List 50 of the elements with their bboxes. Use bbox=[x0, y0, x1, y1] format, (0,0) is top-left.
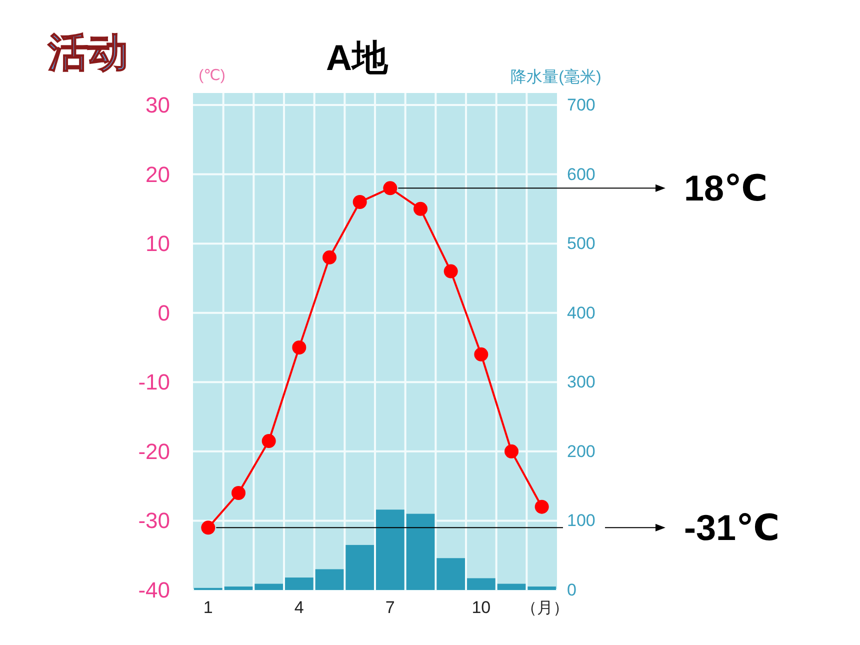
y2-tick-label: 100 bbox=[567, 511, 596, 530]
point bbox=[232, 486, 246, 500]
bar bbox=[315, 569, 344, 590]
annotation: -31℃ bbox=[684, 507, 780, 548]
y-tick-label: -30 bbox=[138, 508, 170, 534]
y-tick-label: -10 bbox=[138, 370, 170, 395]
y-tick-label: -20 bbox=[138, 438, 170, 464]
text: 活动 bbox=[47, 31, 128, 75]
point bbox=[322, 250, 336, 264]
y2-tick-label: 200 bbox=[567, 442, 596, 461]
y2-tick-label: 700 bbox=[567, 96, 596, 114]
bar bbox=[528, 586, 556, 590]
bar bbox=[285, 578, 314, 590]
point bbox=[414, 202, 428, 216]
bar bbox=[497, 584, 526, 590]
annotation: 18℃ bbox=[684, 168, 768, 209]
y-tick-label: 10 bbox=[146, 231, 170, 256]
point bbox=[262, 434, 276, 448]
y-tick-label: -40 bbox=[138, 578, 170, 602]
y2-tick-label: 600 bbox=[567, 164, 596, 184]
y-axis-title: (℃) bbox=[198, 67, 226, 84]
x-tick-label: 7 bbox=[385, 598, 395, 617]
point bbox=[474, 347, 488, 362]
point bbox=[201, 520, 216, 535]
y-tick-label: 30 bbox=[146, 92, 170, 118]
y2-axis-title: 降水量(毫米) bbox=[510, 68, 602, 86]
bar bbox=[224, 586, 253, 590]
bar bbox=[436, 558, 465, 590]
point bbox=[352, 195, 367, 209]
bar bbox=[254, 584, 283, 590]
y-tick-label: 20 bbox=[146, 162, 170, 187]
y2-tick-label: 400 bbox=[567, 303, 596, 322]
bar bbox=[406, 514, 435, 590]
point bbox=[383, 181, 398, 196]
x-tick-label: 10 bbox=[472, 598, 491, 617]
y2-tick-label: 300 bbox=[567, 372, 596, 392]
chart-title: A地 bbox=[326, 37, 389, 78]
y2-tick-label: 0 bbox=[567, 580, 576, 600]
x-tick-label: 1 bbox=[203, 598, 213, 617]
point bbox=[444, 264, 458, 278]
bar bbox=[376, 510, 404, 590]
x-axis-title: （月） bbox=[521, 600, 569, 617]
point bbox=[534, 500, 549, 514]
point bbox=[292, 340, 306, 354]
bar bbox=[346, 544, 374, 590]
y-tick-label: 0 bbox=[158, 300, 170, 326]
x-tick-label: 4 bbox=[294, 598, 304, 617]
bar bbox=[467, 578, 496, 590]
y2-tick-label: 500 bbox=[567, 234, 596, 254]
point bbox=[504, 444, 518, 458]
